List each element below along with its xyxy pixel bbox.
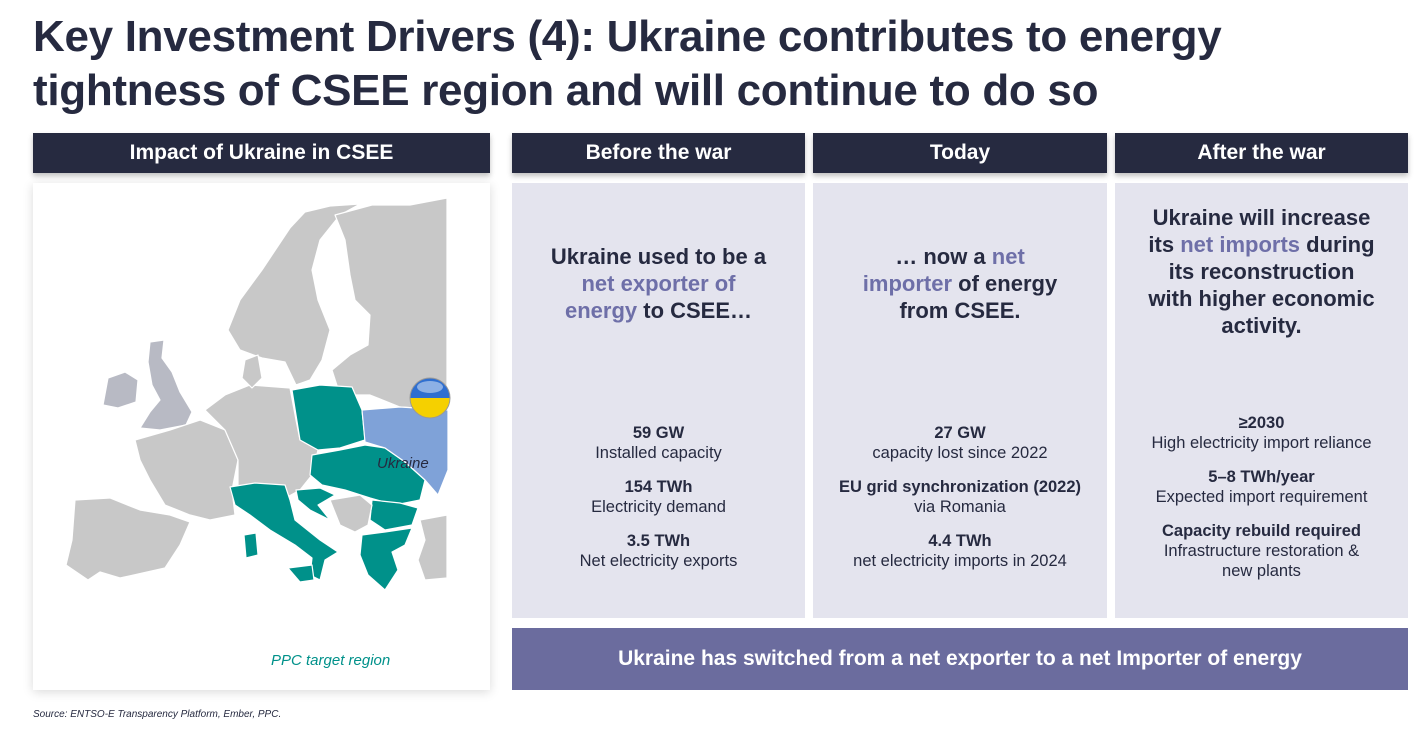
column-headline: Ukraine used to be a net exporter of ene… — [512, 243, 805, 324]
fact-value: Capacity rebuild required — [1162, 522, 1361, 540]
fact-item: Capacity rebuild required Infrastructure … — [1129, 521, 1394, 581]
fact-value: ≥2030 — [1238, 414, 1285, 432]
map-balkans-other — [329, 494, 373, 533]
column-header-after: After the war — [1115, 133, 1408, 173]
fact-value: 27 GW — [934, 424, 986, 442]
map-bulgaria — [369, 499, 419, 531]
fact-label: via Romania — [914, 498, 1006, 516]
map-benelux-denmark — [241, 354, 263, 389]
fact-list: 59 GW Installed capacity 154 TWh Electrici… — [512, 423, 805, 585]
map-legend-label: PPC target region — [271, 652, 391, 669]
column-headline: Ukraine will increase its net imports du… — [1115, 204, 1408, 339]
fact-label: Installed capacity — [595, 444, 722, 462]
fact-value: 3.5 TWh — [626, 532, 691, 550]
fact-label: net electricity imports in 2024 — [853, 552, 1067, 570]
map-greece — [359, 527, 413, 591]
fact-value: 4.4 TWh — [928, 532, 992, 550]
headline-text: of energy from CSEE. — [899, 271, 1058, 323]
map-finland-russia — [331, 197, 448, 411]
fact-item: 154 TWh Electricity demand — [512, 477, 805, 517]
headline-highlight: net importer — [862, 244, 1025, 296]
map-panel-header: Impact of Ukraine in CSEE — [33, 133, 490, 173]
ukraine-label: Ukraine — [377, 455, 429, 472]
headline-text: Ukraine used to be a — [550, 244, 767, 269]
fact-value: 5–8 TWh/year — [1208, 468, 1315, 486]
map-ireland — [102, 371, 139, 409]
europe-map: Ukraine PPC target region — [33, 183, 490, 690]
map-turkey — [417, 514, 448, 581]
column-before: Ukraine used to be a net exporter of ene… — [512, 183, 805, 618]
map-poland — [291, 384, 366, 451]
fact-label: capacity lost since 2022 — [872, 444, 1048, 462]
fact-item: 59 GW Installed capacity — [512, 423, 805, 463]
map-iberia — [65, 497, 191, 581]
map-italy — [229, 482, 339, 581]
fact-list: ≥2030 High electricity import reliance 5–… — [1115, 413, 1408, 595]
headline-text: during its reconstruction with higher ec… — [1148, 232, 1375, 338]
fact-label: Electricity demand — [591, 498, 726, 516]
fact-label: Expected import requirement — [1155, 488, 1368, 506]
fact-item: ≥2030 High electricity import reliance — [1129, 413, 1394, 453]
map-hungary-romania — [309, 444, 426, 506]
source-note: Source: ENTSO-E Transparency Platform, E… — [33, 709, 282, 720]
fact-label: High electricity import reliance — [1151, 434, 1372, 452]
fact-item: 5–8 TWh/year Expected import requirement — [1129, 467, 1394, 507]
summary-banner: Ukraine has switched from a net exporter… — [512, 628, 1408, 690]
headline-text: … now a — [895, 244, 992, 269]
fact-label: Net electricity exports — [579, 552, 738, 570]
column-header-today: Today — [813, 133, 1107, 173]
headline-text: to CSEE… — [637, 298, 753, 323]
fact-item: 3.5 TWh Net electricity exports — [512, 531, 805, 571]
map-scandinavia — [227, 203, 361, 386]
map-sardinia — [243, 532, 259, 559]
map-uk — [139, 339, 193, 431]
column-today: … now a net importer of energy from CSEE… — [813, 183, 1107, 618]
fact-value: 154 TWh — [624, 478, 693, 496]
page-title: Key Investment Drivers (4): Ukraine cont… — [33, 12, 1222, 115]
headline-text: Ukraine will increase its — [1148, 205, 1371, 257]
fact-list: 27 GW capacity lost since 2022 EU grid sy… — [813, 423, 1107, 585]
ukraine-flag-icon — [409, 377, 451, 419]
fact-item: EU grid synchronization (2022) via Romani… — [813, 477, 1107, 517]
headline-highlight: net imports — [1180, 232, 1301, 257]
fact-item: 4.4 TWh net electricity imports in 2024 — [813, 531, 1107, 571]
column-header-before: Before the war — [512, 133, 805, 173]
column-after: Ukraine will increase its net imports du… — [1115, 183, 1408, 618]
map-sicily — [287, 564, 315, 583]
column-headline: … now a net importer of energy from CSEE… — [813, 243, 1107, 324]
headline-highlight: net exporter of energy — [564, 271, 736, 323]
fact-item: 27 GW capacity lost since 2022 — [813, 423, 1107, 463]
fact-value: EU grid synchronization (2022) — [838, 478, 1082, 496]
map-croatia-slovenia — [295, 487, 336, 521]
fact-value: 59 GW — [632, 424, 685, 442]
fact-label: Infrastructure restoration & new plants — [1163, 542, 1360, 580]
map-france — [134, 419, 239, 521]
